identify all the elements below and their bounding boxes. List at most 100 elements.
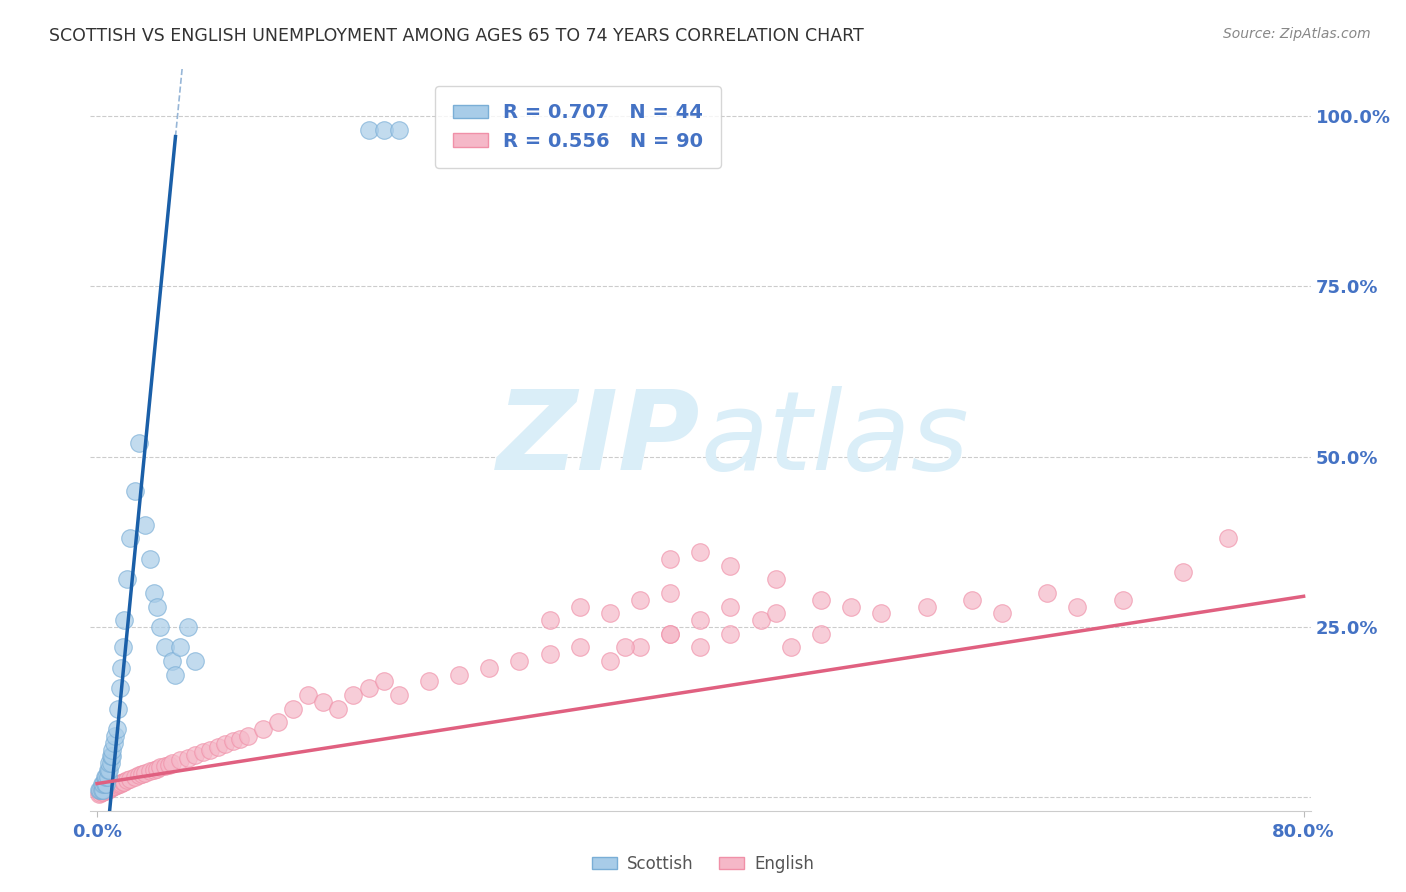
Point	[90, 776, 112, 790]
Point	[236, 729, 259, 743]
Point	[101, 780, 124, 794]
Point	[960, 592, 983, 607]
Point	[97, 770, 120, 784]
Point	[153, 640, 176, 655]
Point	[184, 747, 207, 762]
Point	[98, 756, 121, 771]
Point	[120, 772, 142, 786]
Point	[131, 767, 153, 781]
Point	[599, 607, 621, 621]
Point	[328, 701, 350, 715]
Point	[357, 123, 380, 137]
Point	[214, 737, 236, 751]
Point	[90, 783, 112, 797]
Point	[97, 763, 120, 777]
Point	[267, 715, 290, 730]
Point	[146, 599, 169, 614]
Point	[103, 736, 125, 750]
Point	[94, 770, 117, 784]
Point	[104, 729, 127, 743]
Point	[110, 776, 132, 790]
Point	[139, 552, 162, 566]
Point	[87, 787, 110, 801]
Point	[1036, 586, 1059, 600]
Point	[100, 756, 122, 771]
Point	[169, 640, 191, 655]
Point	[149, 760, 172, 774]
Point	[568, 599, 591, 614]
Point	[143, 586, 166, 600]
Point	[1171, 566, 1194, 580]
Point	[89, 786, 111, 800]
Point	[613, 640, 636, 655]
Point	[128, 768, 150, 782]
Text: SCOTTISH VS ENGLISH UNEMPLOYMENT AMONG AGES 65 TO 74 YEARS CORRELATION CHART: SCOTTISH VS ENGLISH UNEMPLOYMENT AMONG A…	[49, 27, 863, 45]
Point	[98, 782, 121, 797]
Point	[342, 688, 364, 702]
Point	[207, 739, 229, 754]
Point	[281, 701, 304, 715]
Point	[720, 626, 742, 640]
Point	[222, 734, 245, 748]
Point	[839, 599, 862, 614]
Point	[149, 620, 172, 634]
Point	[112, 774, 135, 789]
Point	[107, 777, 129, 791]
Point	[120, 532, 142, 546]
Point	[628, 592, 651, 607]
Point	[373, 674, 395, 689]
Point	[191, 745, 214, 759]
Point	[91, 785, 114, 799]
Point	[659, 552, 682, 566]
Point	[162, 756, 184, 771]
Point	[749, 613, 772, 627]
Point	[111, 640, 134, 655]
Point	[659, 586, 682, 600]
Point	[101, 749, 124, 764]
Point	[388, 123, 411, 137]
Point	[508, 654, 530, 668]
Point	[184, 654, 207, 668]
Point	[1111, 592, 1133, 607]
Point	[94, 776, 117, 790]
Point	[91, 776, 114, 790]
Point	[100, 781, 122, 796]
Point	[103, 780, 125, 794]
Point	[297, 688, 319, 702]
Point	[104, 779, 127, 793]
Point	[108, 681, 131, 696]
Point	[357, 681, 380, 696]
Point	[143, 763, 166, 777]
Point	[169, 753, 191, 767]
Point	[991, 607, 1014, 621]
Point	[105, 722, 128, 736]
Point	[252, 722, 274, 736]
Point	[146, 762, 169, 776]
Point	[134, 765, 156, 780]
Point	[105, 778, 128, 792]
Point	[779, 640, 801, 655]
Legend: Scottish, English: Scottish, English	[585, 848, 821, 880]
Point	[418, 674, 440, 689]
Point	[153, 759, 176, 773]
Point	[689, 545, 711, 559]
Point	[100, 749, 122, 764]
Point	[159, 757, 181, 772]
Point	[810, 626, 832, 640]
Point	[810, 592, 832, 607]
Point	[139, 764, 162, 779]
Point	[124, 770, 146, 784]
Point	[659, 626, 682, 640]
Point	[89, 783, 111, 797]
Point	[110, 661, 132, 675]
Point	[765, 572, 787, 586]
Point	[229, 731, 252, 746]
Point	[162, 654, 184, 668]
Point	[478, 661, 501, 675]
Point	[312, 695, 335, 709]
Point	[111, 775, 134, 789]
Point	[373, 123, 395, 137]
Point	[176, 750, 198, 764]
Point	[97, 782, 120, 797]
Point	[90, 785, 112, 799]
